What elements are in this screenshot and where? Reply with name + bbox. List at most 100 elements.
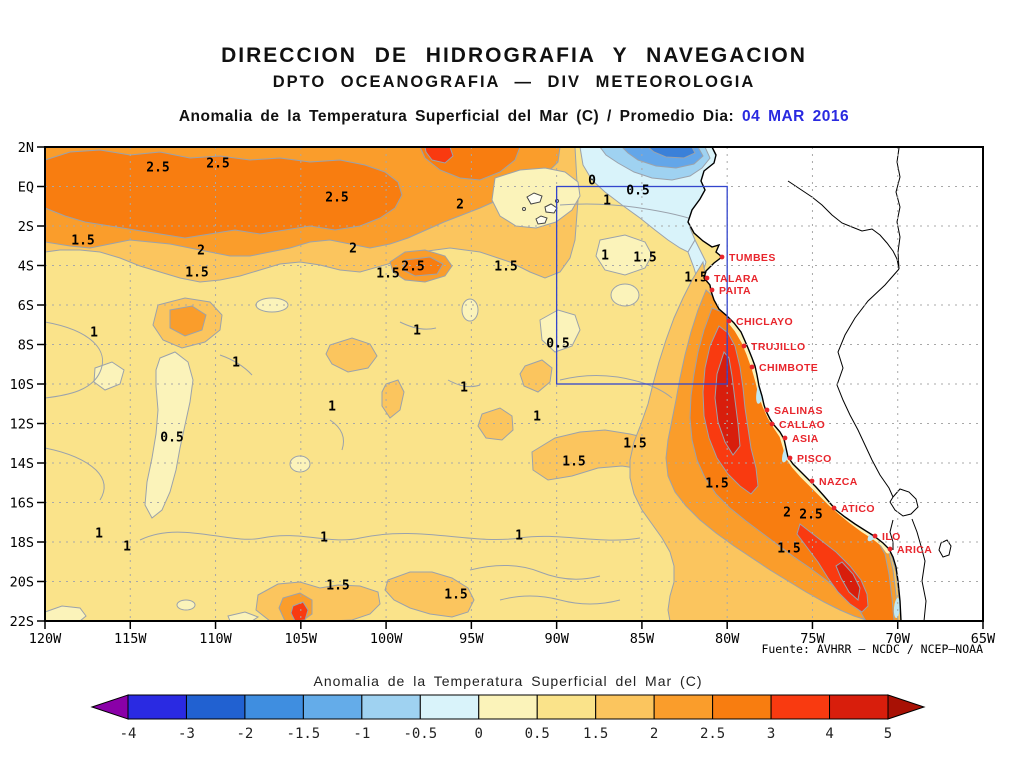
city-label-chiclayo: CHICLAYO bbox=[736, 316, 793, 328]
city-label-chimbote: CHIMBOTE bbox=[759, 362, 818, 374]
colorbar-segment bbox=[302, 694, 363, 720]
city-label-callao: CALLAO bbox=[779, 419, 825, 431]
contour-label: 1 bbox=[413, 324, 421, 339]
monitoring-box bbox=[555, 185, 728, 385]
colorbar-tick-label: -0.5 bbox=[403, 726, 437, 742]
contour-label: 2.5 bbox=[799, 508, 822, 523]
contour-label: 1 bbox=[123, 540, 131, 555]
city-dot-callao bbox=[769, 421, 775, 427]
city-label-trujillo: TRUJILLO bbox=[751, 341, 806, 353]
city-label-paita: PAITA bbox=[719, 285, 751, 297]
gridlines bbox=[45, 147, 983, 621]
lon-label: 85W bbox=[630, 631, 655, 647]
source-caption: Fuente: AVHRR – NCDC / NCEP–NOAA bbox=[761, 642, 983, 656]
lat-label: 2S bbox=[18, 219, 34, 235]
page-subtitle: DPTO OCEANOGRAFIA — DIV METEOROLOGIA bbox=[272, 73, 756, 91]
contour-label: 2 bbox=[783, 506, 791, 521]
lat-label: 2N bbox=[18, 140, 34, 156]
colorbar-tick-label: 0.5 bbox=[525, 726, 550, 742]
contour-label: 2 bbox=[349, 242, 357, 257]
contour-label: 1 bbox=[515, 529, 523, 544]
city-dot-paita bbox=[709, 287, 715, 293]
contour-label: 1.5 bbox=[705, 477, 728, 492]
contour-lines bbox=[44, 203, 701, 605]
lat-label: 14S bbox=[10, 456, 34, 472]
city-dot-nazca bbox=[809, 478, 815, 484]
colorbar-tick-label: 1.5 bbox=[583, 726, 608, 742]
city-label-talara: TALARA bbox=[714, 273, 759, 285]
colorbar-tick-label: 2.5 bbox=[700, 726, 725, 742]
land bbox=[522, 146, 984, 622]
city-dot-asia bbox=[782, 435, 788, 441]
colorbar-tick-label: -2 bbox=[236, 726, 253, 742]
colorbar-tick-label: -4 bbox=[120, 726, 137, 742]
contour-label: 1.5 bbox=[684, 271, 707, 286]
lat-label: 12S bbox=[10, 417, 34, 433]
colorbar-segment bbox=[127, 694, 187, 720]
city-label-arica: ARICA bbox=[897, 544, 932, 556]
contour-label: 1.5 bbox=[71, 234, 94, 249]
city-dot-tumbes bbox=[719, 254, 725, 260]
contour-label: 2.5 bbox=[325, 191, 348, 206]
small-lake bbox=[938, 539, 952, 558]
contour-label: 1.5 bbox=[444, 588, 467, 603]
colorbar-tick-label: 2 bbox=[650, 726, 658, 742]
contour-label: 0.5 bbox=[626, 184, 649, 199]
contour-label: 1 bbox=[232, 356, 240, 371]
city-label-ilo: ILO bbox=[882, 531, 901, 543]
city-dot-talara bbox=[704, 275, 710, 281]
colorbar-segment bbox=[419, 694, 480, 720]
colorbar-segment bbox=[829, 694, 889, 720]
contour-label: 1 bbox=[328, 400, 336, 415]
lat-label: EQ bbox=[18, 180, 34, 196]
contour-label: 2 bbox=[197, 244, 205, 259]
contour-label: 0.5 bbox=[160, 431, 183, 446]
contour-label: 2.5 bbox=[206, 157, 229, 172]
colorbar-tick-label: 3 bbox=[767, 726, 775, 742]
colorbar-segment bbox=[770, 694, 831, 720]
lat-label: 6S bbox=[18, 298, 34, 314]
contour-label: 1 bbox=[603, 194, 611, 209]
source-text: Fuente: AVHRR – NCDC / NCEP–NOAA bbox=[761, 642, 983, 656]
contour-label: 1.5 bbox=[623, 437, 646, 452]
map-date: 04 MAR 2016 bbox=[742, 108, 850, 125]
city-dot-ilo bbox=[872, 533, 878, 539]
lat-label: 10S bbox=[10, 377, 34, 393]
city-label-asia: ASIA bbox=[792, 433, 819, 445]
lat-label: 8S bbox=[18, 338, 34, 354]
lon-label: 75W bbox=[800, 631, 825, 647]
nino12-box bbox=[555, 185, 728, 385]
contour-label: 1 bbox=[533, 410, 541, 425]
colorbar-segment bbox=[244, 694, 304, 720]
contour-label: 2 bbox=[456, 198, 464, 213]
colorbar-segment bbox=[361, 694, 421, 720]
contour-label: 1 bbox=[460, 381, 468, 396]
colorbar-tick-label: 0 bbox=[475, 726, 483, 742]
city-dot-chiclayo bbox=[726, 318, 732, 324]
contour-label: 2.5 bbox=[146, 161, 169, 176]
lat-label: 22S bbox=[10, 614, 34, 630]
lon-label: 95W bbox=[459, 631, 484, 647]
city-label-salinas: SALINAS bbox=[774, 405, 823, 417]
contour-label: 0 bbox=[588, 174, 596, 189]
colorbar: Anomalia de la Temperatura Superficial d… bbox=[90, 673, 926, 742]
contour-label: 1 bbox=[320, 531, 328, 546]
lon-label: 70W bbox=[886, 631, 911, 647]
lon-label: 65W bbox=[971, 631, 996, 647]
city-dot-salinas bbox=[764, 407, 770, 413]
city-dot-arica bbox=[887, 546, 893, 552]
contour-label: 1.5 bbox=[326, 579, 349, 594]
lon-label: 90W bbox=[544, 631, 569, 647]
lat-label: 20S bbox=[10, 575, 34, 591]
contour-label: 1.5 bbox=[494, 260, 517, 275]
contour-label: 1.5 bbox=[633, 251, 656, 266]
city-label-tumbes: TUMBES bbox=[729, 252, 776, 264]
contour-label: 1.5 bbox=[376, 267, 399, 282]
city-label-pisco: PISCO bbox=[797, 453, 832, 465]
city-dot-atico bbox=[831, 505, 837, 511]
map-caption-text: Anomalia de la Temperatura Superficial d… bbox=[178, 108, 735, 125]
lon-label: 80W bbox=[715, 631, 740, 647]
colorbar-tick-label: -3 bbox=[178, 726, 195, 742]
